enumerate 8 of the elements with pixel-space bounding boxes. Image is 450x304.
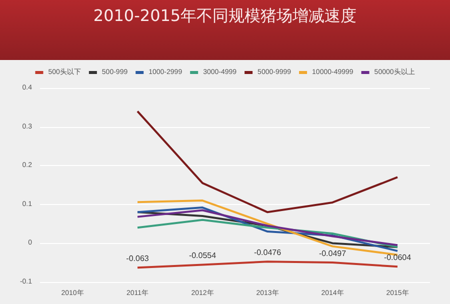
data-label: -0.0476 bbox=[254, 248, 282, 258]
data-label: -0.0604 bbox=[384, 253, 412, 262]
data-label: -0.0497 bbox=[318, 248, 347, 258]
data-label: -0.063 bbox=[126, 254, 150, 264]
data-label: -0.0554 bbox=[188, 251, 217, 260]
line-series bbox=[136, 218, 398, 248]
chart-title: 2010-2015年不同规模猪场增减速度 bbox=[0, 0, 450, 60]
line-series bbox=[136, 110, 398, 214]
